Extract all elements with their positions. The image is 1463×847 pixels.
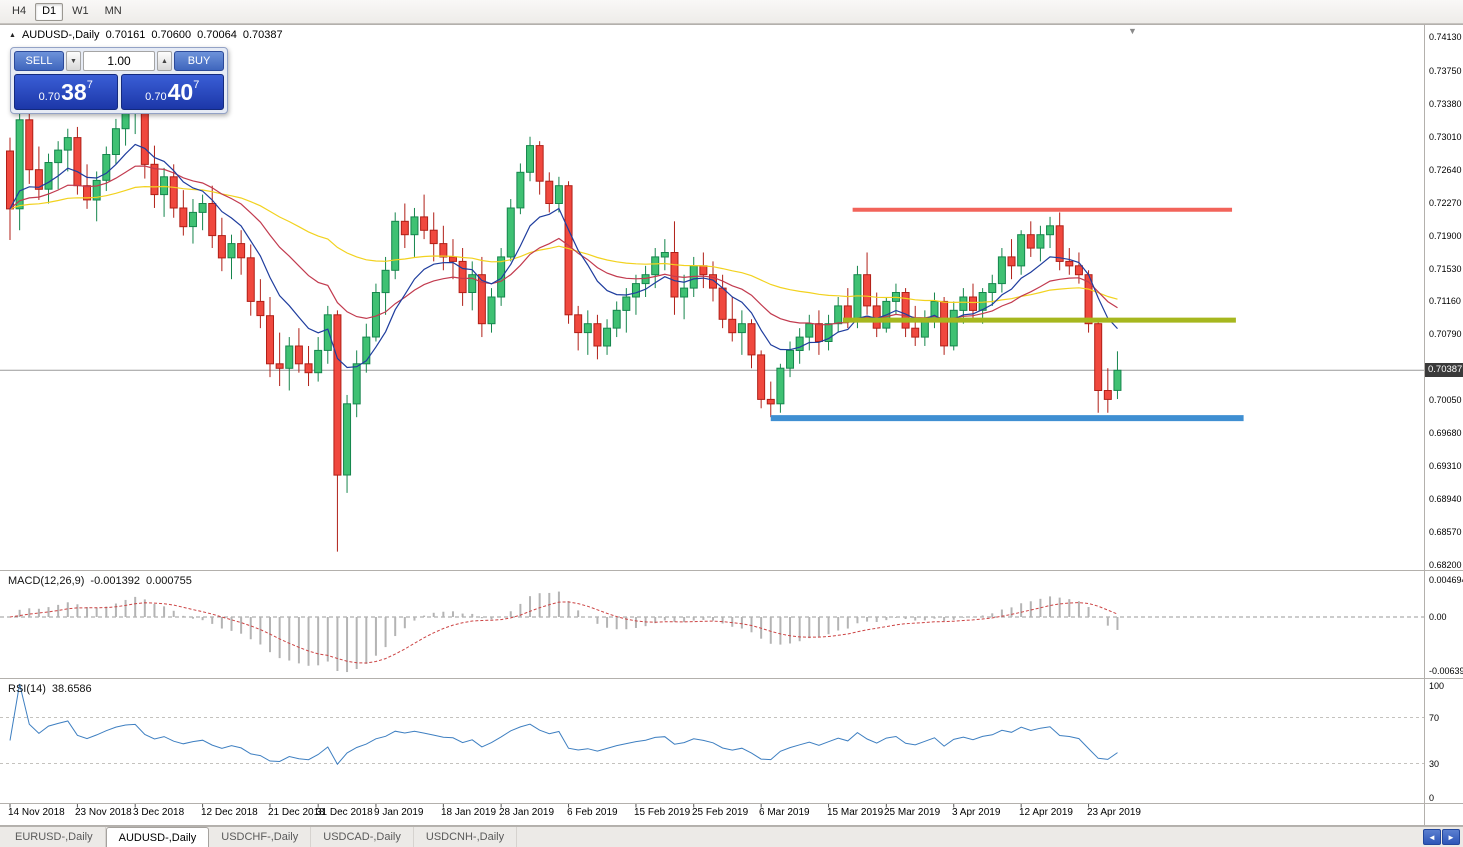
timeframe-toolbar: H4 D1 W1 MN	[0, 0, 1463, 24]
date-axis-label: 3 Dec 2018	[133, 807, 185, 818]
price-axis-label: 0.69310	[1429, 461, 1462, 471]
date-axis-label: 18 Jan 2019	[441, 807, 497, 818]
volume-input[interactable]	[83, 51, 155, 71]
rsi-axis-label: 70	[1429, 713, 1440, 723]
price-axis-label: 0.69680	[1429, 428, 1462, 438]
tab-scroll-controls: ◄ ►	[1423, 827, 1463, 847]
sell-button[interactable]: SELL	[14, 51, 64, 71]
price-axis-label: 0.73010	[1429, 132, 1462, 142]
buy-price-button[interactable]: 0.70 40 7	[120, 74, 224, 110]
candles	[6, 101, 1122, 552]
macd-main-value: -0.001392	[90, 575, 140, 587]
price-axis-label: 0.71160	[1429, 296, 1461, 306]
rsi-axis-label: 100	[1429, 681, 1445, 691]
buy-price-prefix: 0.70	[145, 91, 167, 103]
price-axis-label: 0.72270	[1429, 198, 1462, 208]
spinner-down-icon: ▼	[70, 57, 77, 65]
price-axis-label: 0.68570	[1429, 527, 1462, 537]
timeframe-button-d1[interactable]: D1	[35, 2, 64, 21]
buy-button[interactable]: BUY	[174, 51, 224, 71]
rsi-title: RSI(14)	[8, 683, 46, 695]
volume-increase-button[interactable]: ▲	[157, 51, 172, 71]
macd-axis-label: -0.006393	[1429, 666, 1463, 676]
chart-tab-usdchf[interactable]: USDCHF-,Daily	[209, 827, 312, 847]
ohlc-close: 0.70387	[242, 29, 283, 41]
date-ticks	[9, 804, 1090, 808]
timeframe-button-h4[interactable]: H4	[5, 3, 33, 21]
price-axis-label: 0.74130	[1429, 32, 1462, 42]
date-axis-label: 23 Nov 2018	[75, 807, 132, 818]
price-axis-label: 0.73750	[1429, 66, 1462, 76]
date-axis-label: 25 Feb 2019	[692, 807, 749, 818]
sell-price-button[interactable]: 0.70 38 7	[14, 74, 118, 110]
buy-price-point: 7	[193, 79, 200, 91]
price-axis-label: 0.71900	[1429, 231, 1462, 241]
macd-plot	[0, 591, 1424, 673]
date-axis-label: 12 Dec 2018	[201, 807, 258, 818]
date-axis-label: 23 Apr 2019	[1087, 807, 1141, 818]
chart-tab-audusd[interactable]: AUDUSD-,Daily	[105, 827, 210, 847]
chart-shift-marker-icon[interactable]: ▼	[1128, 26, 1137, 36]
one-click-trading-panel: SELL ▼ ▲ BUY 0.70 38 7 0.70 40 7	[10, 47, 228, 114]
macd-indicator-label: MACD(12,26,9) -0.001392 0.000755	[8, 575, 192, 587]
date-axis-label: 6 Mar 2019	[759, 807, 810, 818]
date-axis-label: 15 Mar 2019	[827, 807, 884, 818]
macd-axis-label: 0.004694	[1429, 575, 1463, 585]
chart-symbol: AUDUSD-,Daily	[21, 29, 100, 41]
moving-averages	[9, 143, 1118, 369]
chart-tabbar: EURUSD-,Daily AUDUSD-,Daily USDCHF-,Daily U…	[0, 826, 1463, 847]
buy-price-pips: 40	[167, 78, 194, 105]
date-axis-label: 25 Mar 2019	[884, 807, 941, 818]
timeframe-button-w1[interactable]: W1	[65, 3, 96, 21]
price-axis-label: 0.71530	[1429, 264, 1462, 274]
rsi-axis-label: 0	[1429, 793, 1435, 803]
date-axis-label: 14 Nov 2018	[8, 807, 65, 818]
ohlc-high: 0.70600	[151, 29, 192, 41]
price-axis-label: 0.70790	[1429, 329, 1462, 339]
ohlc-low: 0.70064	[197, 29, 237, 41]
sell-price-pips: 38	[61, 78, 87, 105]
date-axis-label: 12 Apr 2019	[1019, 807, 1073, 818]
chart-title: ▲ AUDUSD-,Daily 0.70161 0.70600 0.70064 …	[9, 29, 283, 41]
price-axis-label: 0.72640	[1429, 165, 1462, 175]
ohlc-open: 0.70161	[105, 29, 146, 41]
date-axis-label: 21 Dec 2018	[268, 807, 325, 818]
chart-tab-usdcad[interactable]: USDCAD-,Daily	[311, 827, 414, 847]
tab-scroll-right-button[interactable]: ►	[1442, 829, 1460, 845]
date-axis-label: 28 Jan 2019	[499, 807, 555, 818]
chart-tab-usdcnh[interactable]: USDCNH-,Daily	[414, 827, 518, 847]
tab-scroll-left-button[interactable]: ◄	[1423, 829, 1441, 845]
sell-price-point: 7	[86, 79, 93, 91]
rsi-axis-label: 30	[1429, 759, 1440, 769]
direction-up-icon: ▲	[9, 31, 16, 39]
rsi-plot	[0, 683, 1424, 766]
rsi-indicator-label: RSI(14) 38.6586	[8, 683, 92, 695]
date-axis-label: 6 Feb 2019	[567, 807, 618, 818]
price-axis-label: 0.73380	[1429, 99, 1462, 109]
panel-separators	[0, 24, 1463, 826]
date-axis-label: 15 Feb 2019	[634, 807, 691, 818]
sell-price-prefix: 0.70	[38, 91, 61, 103]
timeframe-button-mn[interactable]: MN	[98, 3, 129, 21]
date-axis-label: 3 Apr 2019	[952, 807, 1001, 818]
date-axis-label: 9 Jan 2019	[374, 807, 424, 818]
date-axis-label: 31 Dec 2018	[316, 807, 373, 818]
spinner-up-icon: ▲	[161, 57, 168, 65]
support-resistance-lines	[770, 207, 1244, 422]
chart-tab-eurusd[interactable]: EURUSD-,Daily	[3, 827, 106, 847]
macd-axis-label: 0.00	[1429, 612, 1447, 622]
price-axis-label: 0.70050	[1429, 395, 1462, 405]
volume-decrease-button[interactable]: ▼	[66, 51, 81, 71]
macd-title: MACD(12,26,9)	[8, 575, 85, 587]
price-axis-label: 0.68200	[1429, 560, 1462, 570]
price-axis-label: 0.68940	[1429, 494, 1462, 504]
current-price-badge: 0.70387	[1425, 363, 1463, 377]
macd-signal-value: 0.000755	[145, 575, 192, 587]
rsi-value: 38.6586	[51, 683, 92, 695]
